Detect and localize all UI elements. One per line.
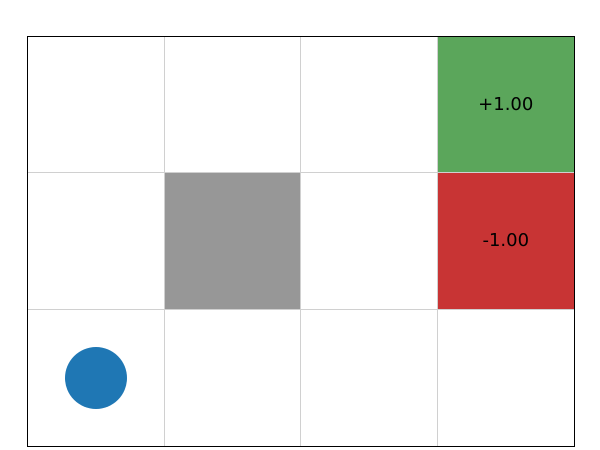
grid-cell-empty (164, 37, 301, 174)
grid-cell-empty (28, 37, 165, 174)
grid-cell-goal: +1.00 (437, 37, 574, 174)
grid-cell-empty (28, 173, 165, 310)
agent-marker (64, 346, 127, 409)
penalty-reward-label: -1.00 (482, 230, 530, 252)
grid-cell-empty (437, 309, 574, 446)
grid-cell-empty (301, 309, 438, 446)
gridworld-board: +1.00 -1.00 (27, 36, 575, 447)
grid-cell-empty (301, 173, 438, 310)
grid-cell-empty (164, 309, 301, 446)
goal-reward-label: +1.00 (478, 94, 534, 116)
grid-cell-wall (164, 173, 301, 310)
grid-cell-empty (301, 37, 438, 174)
grid-cell-agent (28, 309, 165, 446)
grid-cell-penalty: -1.00 (437, 173, 574, 310)
